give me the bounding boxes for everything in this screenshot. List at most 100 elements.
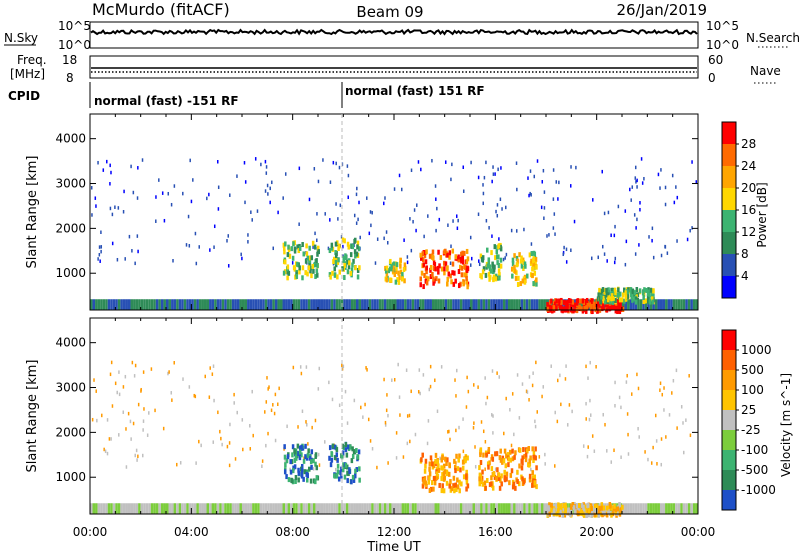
ground-cell — [383, 503, 387, 514]
scatter-cell — [142, 453, 144, 458]
echo-cell — [339, 470, 342, 476]
ground-cell — [492, 299, 496, 310]
echo-cell — [285, 474, 288, 480]
echo-cell — [523, 279, 527, 285]
echo-cell — [316, 272, 319, 278]
echo-cell — [283, 249, 286, 255]
scatter-cell — [383, 201, 385, 206]
ground-cell — [665, 299, 668, 310]
scatter-cell — [450, 244, 452, 249]
echo-cell — [492, 277, 495, 283]
scatter-cell — [308, 197, 311, 202]
ground-cell — [252, 299, 255, 310]
echo-cell — [298, 265, 301, 271]
echo-cell — [347, 244, 350, 250]
scatter-cell — [593, 449, 596, 453]
echo-cell — [347, 264, 351, 270]
ground-cell — [323, 299, 326, 310]
scatter-cell — [122, 210, 125, 214]
scatter-cell — [406, 260, 409, 265]
echo-cell — [298, 245, 302, 251]
nsky-line — [90, 28, 698, 36]
ground-cell — [178, 299, 182, 310]
scatter-cell — [265, 171, 268, 175]
echo-cell — [526, 273, 529, 279]
scatter-cell — [273, 411, 276, 416]
echo-cell — [443, 266, 446, 272]
scatter-cell — [208, 192, 210, 197]
ground-cell — [198, 299, 202, 310]
scatter-cell — [195, 261, 198, 266]
scatter-cell — [438, 217, 441, 222]
echo-cell — [599, 299, 603, 305]
echo-cell — [523, 261, 527, 267]
echo-cell — [614, 506, 618, 512]
ground-cell — [358, 299, 362, 310]
ground-cell — [629, 299, 633, 310]
ground-cell — [662, 299, 666, 310]
scatter-cell — [124, 257, 126, 261]
scatter-cell — [651, 238, 653, 243]
echo-cell — [440, 488, 444, 494]
ground-cell — [383, 299, 387, 310]
echo-cell — [307, 265, 311, 271]
ground-cell — [305, 299, 308, 310]
scatter-cell — [142, 370, 145, 374]
scatter-cell — [636, 217, 638, 222]
echo-cell — [532, 450, 536, 456]
echo-cell — [574, 509, 577, 515]
y-tick-label: 2000 — [55, 425, 86, 439]
scatter-cell — [654, 413, 657, 418]
echo-cell — [511, 448, 514, 454]
ground-cell — [290, 299, 293, 310]
echo-cell — [331, 443, 335, 449]
echo-cell — [586, 502, 590, 508]
scatter-cell — [618, 395, 621, 400]
scatter-cell — [188, 244, 191, 248]
ground-cell — [328, 503, 331, 514]
scatter-cell — [675, 368, 678, 373]
ground-cell — [660, 503, 663, 514]
scatter-cell — [344, 389, 347, 394]
echo-cell — [343, 474, 347, 480]
echo-cell — [493, 264, 496, 270]
echo-cell — [603, 294, 607, 300]
scatter-cell — [155, 219, 157, 223]
scatter-cell — [486, 395, 489, 400]
scatter-cell — [478, 262, 481, 267]
echo-cell — [349, 444, 352, 450]
echo-cell — [282, 245, 286, 251]
echo-cell — [432, 265, 436, 271]
echo-cell — [590, 302, 593, 308]
ground-cell — [133, 299, 136, 310]
ground-cell — [510, 503, 514, 514]
scatter-cell — [123, 189, 125, 194]
ground-cell — [637, 299, 640, 310]
scatter-cell — [106, 159, 108, 164]
ground-cell — [145, 299, 149, 310]
echo-cell — [343, 262, 346, 268]
ground-cell — [198, 503, 202, 514]
echo-cell — [398, 275, 401, 281]
echo-cell — [564, 508, 567, 514]
scatter-cell — [254, 157, 257, 161]
scatter-cell — [485, 218, 488, 223]
scatter-cell — [393, 377, 396, 382]
scatter-cell — [447, 430, 449, 434]
scatter-cell — [467, 389, 470, 394]
echo-cell — [465, 248, 469, 254]
ground-cell — [497, 299, 501, 310]
scatter-cell — [229, 422, 231, 427]
colorbar-tick-label: 4 — [741, 269, 749, 283]
scatter-cell — [269, 200, 271, 205]
scatter-cell — [109, 163, 111, 168]
echo-cell — [311, 240, 315, 246]
ground-cell — [513, 503, 516, 514]
scatter-cell — [219, 429, 221, 434]
echo-cell — [494, 276, 498, 282]
ground-cell — [272, 299, 275, 310]
echo-cell — [297, 248, 300, 254]
scatter-cell — [585, 417, 587, 421]
ground-cell — [447, 503, 450, 514]
echo-cell — [520, 465, 524, 471]
